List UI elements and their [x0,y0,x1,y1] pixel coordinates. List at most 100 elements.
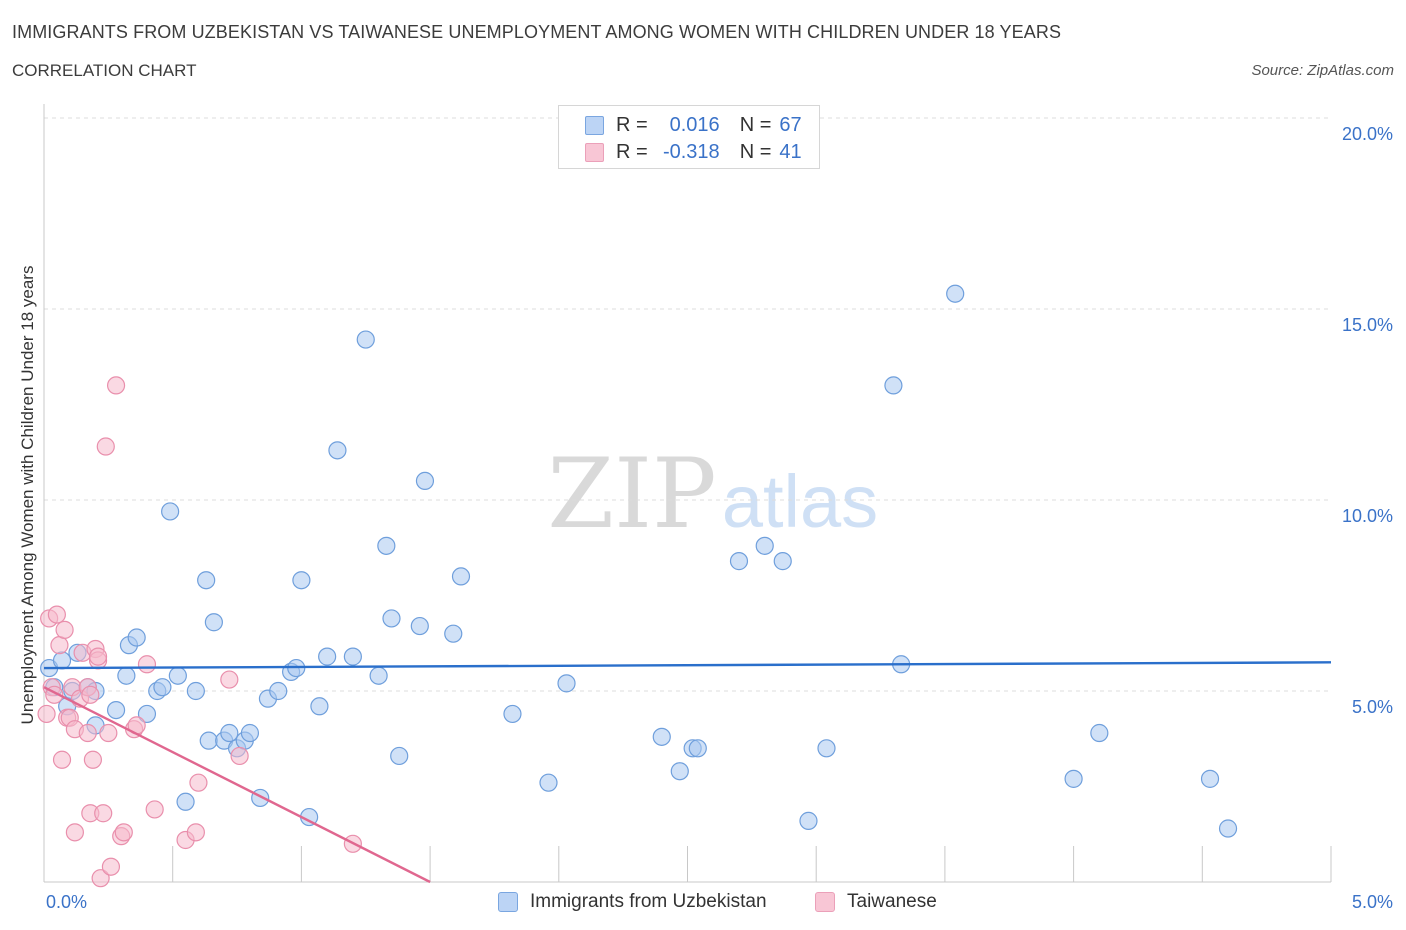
uzbekistan-point [410,616,429,636]
taiwanese-point [47,605,66,624]
taiwanese-point [91,869,110,888]
legend-row-taiwanese: R = -0.318 N = 41 [585,140,802,164]
trend-lines [43,661,1332,884]
uzbekistan-point [137,704,157,724]
axes [43,104,1332,883]
taiwanese-trend-line [43,686,431,884]
taiwanese-point [186,823,205,842]
legend-swatch-taiwanese [585,142,604,162]
uzbekistan-point [369,666,388,685]
uzbekistan-point [557,674,576,693]
legend-label-taiwanese: Taiwanese [847,891,937,912]
taiwanese-point [52,750,72,769]
data-points [37,284,1238,888]
uzbekistan-point [817,739,836,758]
taiwanese-point [220,670,239,689]
uzbekistan-point [451,567,471,586]
taiwanese-point [101,857,121,876]
uzbekistan-point [328,441,347,460]
taiwanese-point [137,655,157,674]
r-label: R = [616,140,648,163]
y-tick-label: 20.0% [1342,124,1393,144]
x-tick-label: 5.0% [1352,892,1393,912]
uzbekistan-point [117,666,136,685]
uzbekistan-point [343,647,362,666]
r-value: 0.016 [669,113,720,136]
uzbekistan-point [444,624,463,643]
taiwanese-point [94,804,113,823]
uzbekistan-trend-line [43,661,1332,670]
n-value: 41 [779,140,802,163]
taiwanese-point [189,773,208,792]
taiwanese-point [145,800,164,819]
uzbekistan-point [773,552,792,571]
uzbekistan-point [176,792,195,811]
uzbekistan-point [755,536,774,555]
legend-swatch-taiwanese [815,892,835,912]
uzbekistan-point [197,571,216,590]
uzbekistan-point [220,723,239,743]
uzbekistan-point [161,502,180,521]
uzbekistan-point [688,739,707,758]
taiwanese-point [50,636,69,655]
n-value: 67 [779,113,802,136]
r-label: R = [616,113,648,136]
uzbekistan-point [377,536,396,555]
uzbekistan-point [946,284,965,303]
taiwanese-point [230,746,249,766]
uzbekistan-point [52,651,72,670]
taiwanese-point [65,823,84,842]
legend-label-uzbekistan: Immigrants from Uzbekistan [530,891,767,912]
uzbekistan-point [153,678,172,697]
uzbekistan-point [199,731,218,750]
uzbekistan-point [240,723,260,743]
watermark-atlas: atlas [722,460,878,543]
uzbekistan-point [1218,819,1238,838]
y-tick-label: 15.0% [1342,315,1393,335]
legend-swatch-uzbekistan [585,115,604,135]
uzbekistan-point [186,681,205,701]
uzbekistan-point [503,704,522,724]
uzbekistan-point [269,681,288,701]
r-value: -0.318 [662,140,720,163]
taiwanese-point [81,685,100,704]
uzbekistan-point [729,552,749,571]
legend-row-uzbekistan: R = 0.016 N = 67 [585,113,802,137]
source-label: Source: ZipAtlas.com [1251,62,1394,79]
chart-subtitle: CORRELATION CHART [12,61,197,80]
uzbekistan-point [390,746,409,766]
uzbekistan-point [382,609,401,628]
uzbekistan-point [106,700,126,720]
uzbekistan-point [204,613,223,632]
uzbekistan-point [670,762,689,781]
y-tick-label: 10.0% [1342,506,1393,526]
taiwanese-point [37,704,56,724]
taiwanese-point [55,620,74,639]
taiwanese-point [99,723,118,743]
uzbekistan-point [1090,723,1109,743]
uzbekistan-point [292,571,311,590]
x-tick-label: 0.0% [46,892,87,912]
taiwanese-point [88,647,108,666]
taiwanese-point [114,823,133,842]
uzbekistan-point [415,471,435,490]
n-label: N = [739,140,772,163]
legend-item-uzbekistan: Immigrants from Uzbekistan [498,890,767,914]
uzbekistan-point [168,666,187,685]
uzbekistan-point [1200,769,1220,788]
tick-labels: 5.0% 10.0% 15.0% 20.0% 0.0% 5.0% [46,124,1393,912]
legend-item-taiwanese: Taiwanese [815,890,937,914]
watermark-zip: ZIP [547,438,716,550]
uzbekistan-point [310,697,329,716]
taiwanese-point [96,437,115,456]
taiwanese-point [83,750,103,769]
uzbekistan-point [356,330,375,349]
n-label: N = [739,113,772,136]
uzbekistan-point [539,773,558,792]
uzbekistan-point [652,727,671,746]
grid [44,117,1331,692]
chart-title: IMMIGRANTS FROM UZBEKISTAN VS TAIWANESE … [12,22,1062,42]
taiwanese-point [78,723,97,743]
uzbekistan-point [799,811,818,830]
